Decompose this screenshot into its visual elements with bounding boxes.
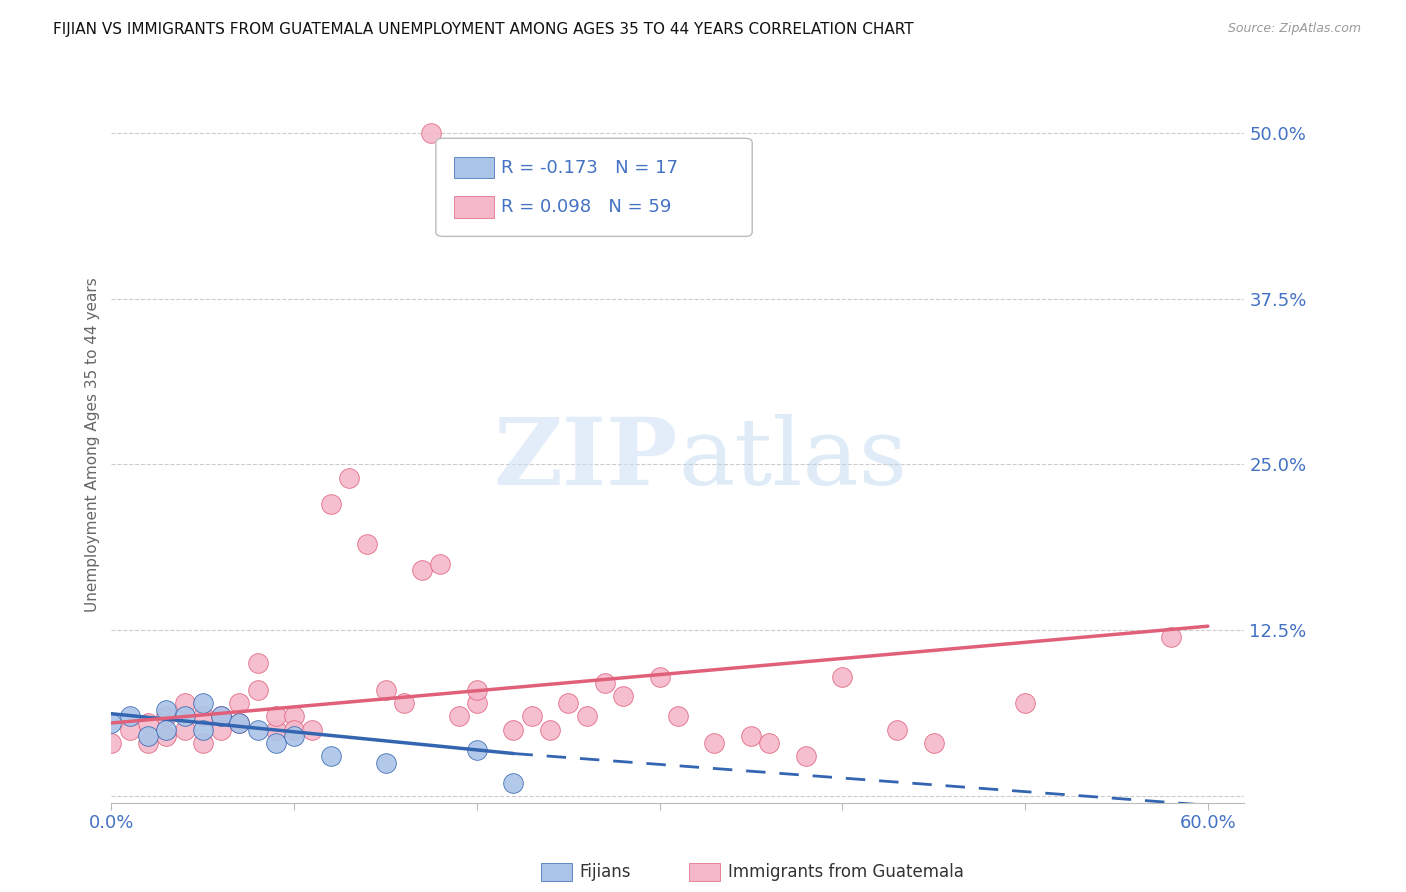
Point bbox=[520, 709, 543, 723]
Point bbox=[264, 723, 287, 737]
Point bbox=[703, 736, 725, 750]
Text: Immigrants from Guatemala: Immigrants from Guatemala bbox=[728, 863, 965, 881]
Point bbox=[246, 682, 269, 697]
Point bbox=[392, 696, 415, 710]
Point bbox=[136, 729, 159, 743]
Point bbox=[246, 723, 269, 737]
Point bbox=[209, 709, 232, 723]
Point bbox=[374, 682, 396, 697]
Point bbox=[447, 709, 470, 723]
Text: R = -0.173   N = 17: R = -0.173 N = 17 bbox=[501, 159, 678, 177]
Point bbox=[118, 723, 141, 737]
Point bbox=[319, 749, 342, 764]
Point bbox=[191, 709, 214, 723]
Text: Fijians: Fijians bbox=[579, 863, 631, 881]
Point bbox=[246, 657, 269, 671]
Y-axis label: Unemployment Among Ages 35 to 44 years: Unemployment Among Ages 35 to 44 years bbox=[86, 277, 100, 612]
Point bbox=[173, 723, 195, 737]
Point bbox=[228, 716, 250, 731]
Point bbox=[557, 696, 579, 710]
Point bbox=[228, 716, 250, 731]
Text: FIJIAN VS IMMIGRANTS FROM GUATEMALA UNEMPLOYMENT AMONG AGES 35 TO 44 YEARS CORRE: FIJIAN VS IMMIGRANTS FROM GUATEMALA UNEM… bbox=[53, 22, 914, 37]
Point bbox=[319, 497, 342, 511]
Point bbox=[502, 775, 524, 789]
Point bbox=[465, 682, 488, 697]
Point bbox=[575, 709, 598, 723]
Point bbox=[420, 126, 443, 140]
Point bbox=[886, 723, 908, 737]
Point bbox=[209, 723, 232, 737]
Point bbox=[283, 723, 305, 737]
Point bbox=[831, 670, 853, 684]
Point bbox=[538, 723, 561, 737]
Point bbox=[100, 736, 122, 750]
Point bbox=[465, 696, 488, 710]
Text: Source: ZipAtlas.com: Source: ZipAtlas.com bbox=[1227, 22, 1361, 36]
Point bbox=[465, 742, 488, 756]
Point bbox=[228, 696, 250, 710]
Text: atlas: atlas bbox=[678, 414, 907, 504]
Point bbox=[922, 736, 945, 750]
Point bbox=[155, 709, 177, 723]
Point bbox=[191, 723, 214, 737]
Point bbox=[155, 729, 177, 743]
Point bbox=[191, 696, 214, 710]
Point bbox=[502, 723, 524, 737]
Point bbox=[155, 703, 177, 717]
Point bbox=[283, 729, 305, 743]
Point bbox=[283, 709, 305, 723]
Point bbox=[118, 709, 141, 723]
Text: R = 0.098   N = 59: R = 0.098 N = 59 bbox=[501, 198, 671, 216]
Point bbox=[429, 557, 451, 571]
Point bbox=[209, 709, 232, 723]
Point bbox=[155, 723, 177, 737]
Point bbox=[173, 696, 195, 710]
Point bbox=[593, 676, 616, 690]
Text: ZIP: ZIP bbox=[494, 414, 678, 504]
Point bbox=[337, 470, 360, 484]
Point bbox=[612, 690, 634, 704]
Point bbox=[136, 716, 159, 731]
Point bbox=[100, 716, 122, 731]
Point bbox=[264, 736, 287, 750]
Point bbox=[1160, 630, 1182, 644]
Point bbox=[191, 736, 214, 750]
Point bbox=[1014, 696, 1036, 710]
Point bbox=[136, 736, 159, 750]
Point bbox=[264, 709, 287, 723]
Point bbox=[173, 709, 195, 723]
Point bbox=[411, 564, 433, 578]
Point bbox=[356, 537, 378, 551]
Point bbox=[758, 736, 780, 750]
Point bbox=[740, 729, 762, 743]
Point bbox=[666, 709, 689, 723]
Point bbox=[374, 756, 396, 770]
Point bbox=[648, 670, 671, 684]
Point bbox=[301, 723, 323, 737]
Point bbox=[794, 749, 817, 764]
